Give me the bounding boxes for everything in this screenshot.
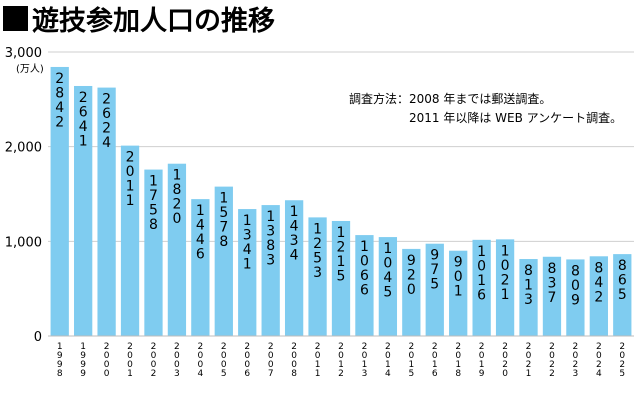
y-tick-label: 0 <box>34 330 42 345</box>
y-tick-label: 1,000 <box>5 235 42 250</box>
y-tick-label: 3,000 <box>5 46 42 61</box>
note-line-2: 2011 年以降は WEB アンケート調査。 <box>349 109 622 128</box>
survey-method-note: 調査方法：2008 年までは郵送調査。 2011 年以降は WEB アンケート調… <box>349 90 622 128</box>
note-line-1: 調査方法：2008 年までは郵送調査。 <box>349 92 551 106</box>
y-tick-label: 2,000 <box>5 141 42 156</box>
